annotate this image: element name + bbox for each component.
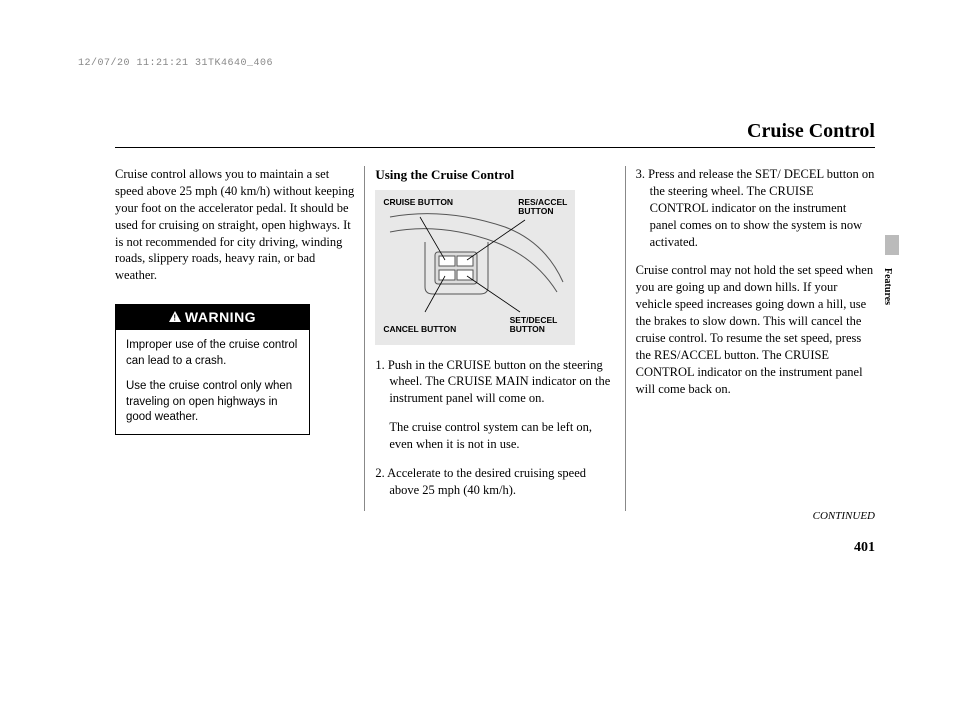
warning-body: Improper use of the cruise control can l… [116,330,309,434]
step-2: 2. Accelerate to the desired cruising sp… [375,465,614,499]
warning-triangle-icon: ! [169,308,181,327]
warning-text-2: Use the cruise control only when traveli… [126,379,299,426]
warning-label: WARNING [185,308,256,327]
step-1: 1. Push in the CRUISE button on the stee… [375,357,614,408]
diagram-label-cancel: CANCEL BUTTON [383,325,456,334]
page-content: Cruise Control Features Cruise control a… [115,120,875,511]
steering-wheel-icon [385,212,565,322]
continued-label: CONTINUED [813,510,875,522]
column-1: Cruise control allows you to maintain a … [115,166,364,511]
header-stamp: 12/07/20 11:21:21 31TK4640_406 [78,58,273,69]
diagram-label-cruise: CRUISE BUTTON [383,198,453,207]
step-1-note: The cruise control system can be left on… [375,419,614,453]
steering-wheel-diagram: CRUISE BUTTON RES/ACCEL BUTTON CANCEL BU… [375,190,575,345]
step-3: 3. Press and release the SET/ DECEL butt… [636,166,875,250]
warning-text-1: Improper use of the cruise control can l… [126,338,299,369]
page-number: 401 [854,540,875,556]
warning-header: ! WARNING [116,305,309,330]
column-3: 3. Press and release the SET/ DECEL butt… [626,166,875,511]
hills-paragraph: Cruise control may not hold the set spee… [636,262,875,397]
intro-paragraph: Cruise control allows you to maintain a … [115,166,354,284]
column-2: Using the Cruise Control CRUISE BUTTON R… [365,166,624,511]
warning-box: ! WARNING Improper use of the cruise con… [115,304,310,434]
side-tab [885,235,899,255]
subheading: Using the Cruise Control [375,166,614,184]
title-row: Cruise Control [115,120,875,148]
svg-text:!: ! [173,314,176,323]
page-title: Cruise Control [115,120,875,143]
columns-container: Cruise control allows you to maintain a … [115,166,875,511]
side-section-label: Features [882,268,893,305]
